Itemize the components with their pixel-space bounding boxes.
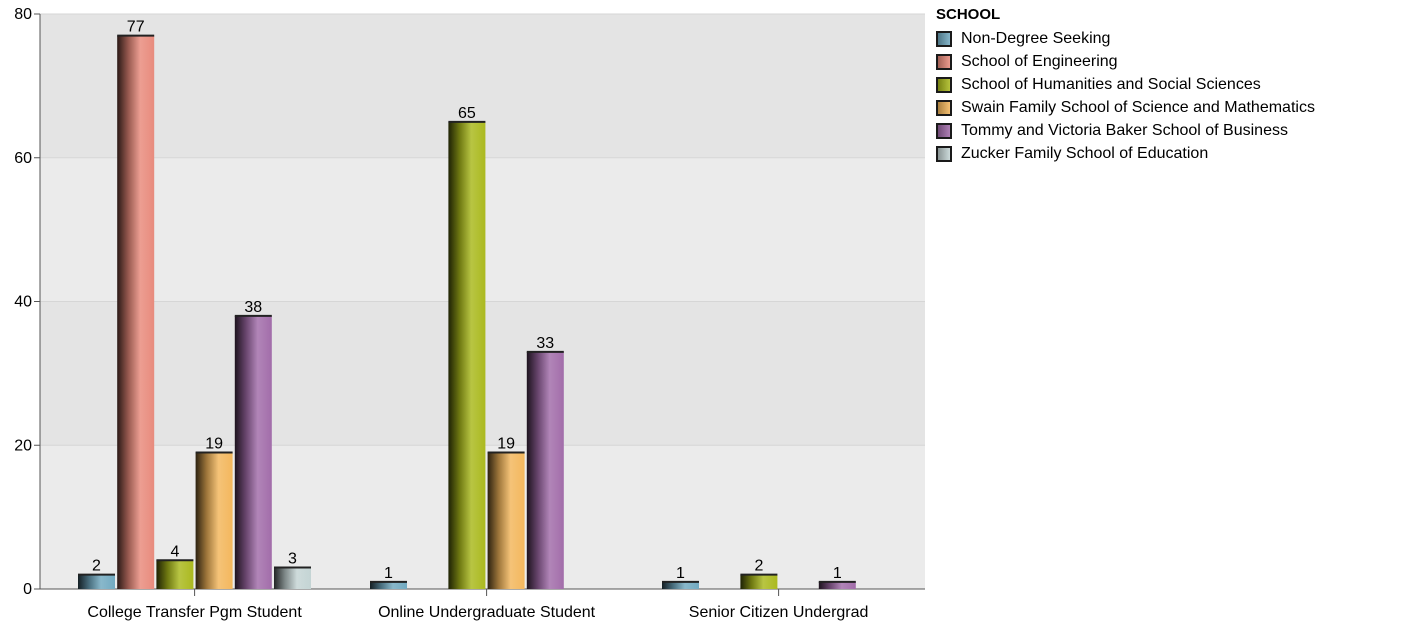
legend: SCHOOL Non-Degree Seeking School of Engin… [936, 6, 1315, 165]
data-label: 38 [244, 299, 262, 316]
data-label: 1 [384, 565, 393, 582]
x-tick-label: College Transfer Pgm Student [87, 604, 302, 621]
data-label: 33 [536, 335, 554, 352]
legend-swatch [936, 99, 952, 116]
legend-swatch [936, 30, 952, 47]
legend-swatch [936, 76, 952, 93]
data-label: 19 [205, 435, 223, 452]
x-tick-label: Online Undergraduate Student [378, 604, 596, 621]
bar [78, 574, 115, 589]
legend-swatch [936, 53, 952, 70]
bar-chart: 0 20 40 60 80 College Transfer Pgm Student Onl… [14, 6, 925, 621]
y-tick-label: 20 [14, 437, 32, 454]
bar [156, 560, 194, 589]
data-label: 65 [458, 105, 476, 122]
y-tick-label: 0 [23, 581, 32, 598]
legend-label: School of Humanities and Social Sciences [961, 75, 1261, 93]
legend-label: Zucker Family School of Education [961, 144, 1209, 162]
data-label: 2 [92, 558, 101, 575]
bar [662, 581, 699, 589]
legend-swatch [936, 122, 952, 139]
bar [117, 35, 155, 589]
legend-swatch [936, 145, 952, 162]
data-label: 1 [833, 565, 842, 582]
legend-title: SCHOOL [936, 6, 1001, 23]
legend-item: Swain Family School of Science and Mathe… [936, 96, 1315, 119]
x-tick-label: Senior Citizen Undergrad [689, 604, 869, 621]
y-tick-label: 40 [14, 294, 32, 311]
y-tick-label: 60 [14, 150, 32, 167]
data-label: 4 [170, 543, 179, 560]
data-label: 1 [676, 565, 685, 582]
legend-label: Swain Family School of Science and Mathe… [961, 98, 1315, 116]
bar [195, 452, 233, 589]
legend-item: Tommy and Victoria Baker School of Busin… [936, 119, 1315, 142]
bar [274, 567, 311, 589]
legend-item: School of Engineering [936, 50, 1315, 73]
bar [487, 452, 525, 589]
axes: 0 20 40 60 80 College Transfer Pgm Student Onl… [14, 6, 925, 621]
legend-label: Non-Degree Seeking [961, 29, 1111, 47]
legend-item: Non-Degree Seeking [936, 27, 1315, 50]
data-label: 77 [127, 19, 145, 36]
legend-label: School of Engineering [961, 52, 1118, 70]
y-tick-label: 80 [14, 6, 32, 23]
legend-item: Zucker Family School of Education [936, 142, 1315, 165]
bar [448, 121, 486, 589]
bar [234, 315, 272, 589]
bar [740, 574, 778, 589]
bars: 2 77 4 19 38 3 1 65 19 33 1 2 1 [78, 19, 856, 589]
bar [370, 581, 407, 589]
data-label: 2 [754, 558, 763, 575]
legend-item: School of Humanities and Social Sciences [936, 73, 1315, 96]
legend-label: Tommy and Victoria Baker School of Busin… [961, 121, 1288, 139]
data-label: 3 [288, 550, 297, 567]
data-label: 19 [497, 435, 515, 452]
bar [526, 351, 564, 589]
bar [818, 581, 856, 589]
